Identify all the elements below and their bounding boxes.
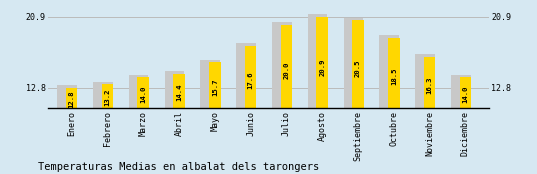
Text: 20.9: 20.9 xyxy=(319,58,325,76)
Bar xyxy=(173,74,185,108)
Text: 17.6: 17.6 xyxy=(248,71,253,89)
Text: 14.0: 14.0 xyxy=(140,85,146,103)
Bar xyxy=(308,14,328,108)
Bar xyxy=(344,18,363,108)
Bar xyxy=(316,17,328,108)
Text: 20.0: 20.0 xyxy=(284,62,289,79)
Bar xyxy=(415,54,435,108)
Bar xyxy=(66,88,77,108)
Bar xyxy=(101,84,113,108)
Text: Temperaturas Medias en albalat dels tarongers: Temperaturas Medias en albalat dels taro… xyxy=(38,162,319,172)
Text: 12.8: 12.8 xyxy=(69,90,75,108)
Text: 14.4: 14.4 xyxy=(176,84,182,101)
Text: 16.3: 16.3 xyxy=(426,76,433,94)
Bar xyxy=(272,22,292,108)
Bar xyxy=(460,77,471,108)
Bar xyxy=(245,46,256,108)
Bar xyxy=(281,25,292,108)
Text: 14.0: 14.0 xyxy=(462,85,468,103)
Bar xyxy=(164,71,184,108)
Bar xyxy=(137,77,149,108)
Bar xyxy=(424,57,436,108)
Bar xyxy=(388,38,400,108)
Bar xyxy=(352,20,364,108)
Bar xyxy=(379,35,399,108)
Text: 13.2: 13.2 xyxy=(104,88,111,106)
Bar xyxy=(57,85,77,108)
Bar xyxy=(129,74,148,108)
Text: 18.5: 18.5 xyxy=(391,68,397,85)
Bar xyxy=(209,62,221,108)
Bar xyxy=(451,74,470,108)
Bar xyxy=(93,82,113,108)
Bar xyxy=(200,60,220,108)
Text: 20.5: 20.5 xyxy=(355,60,361,77)
Text: 15.7: 15.7 xyxy=(212,79,218,96)
Bar xyxy=(236,43,256,108)
